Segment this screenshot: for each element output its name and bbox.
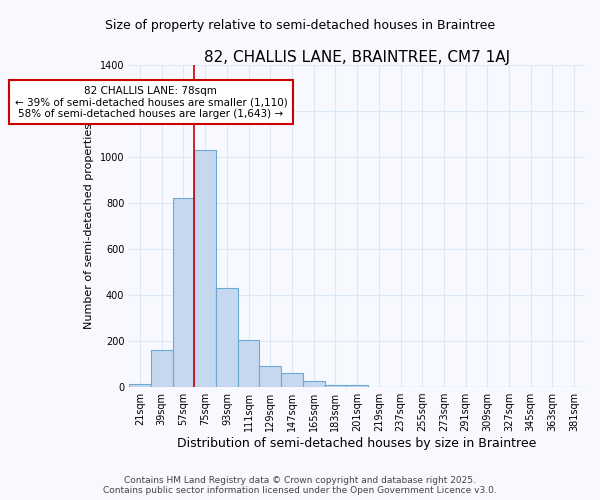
X-axis label: Distribution of semi-detached houses by size in Braintree: Distribution of semi-detached houses by … [178,437,537,450]
Bar [325,385,346,387]
Text: Contains HM Land Registry data © Crown copyright and database right 2025.
Contai: Contains HM Land Registry data © Crown c… [103,476,497,495]
Y-axis label: Number of semi-detached properties: Number of semi-detached properties [84,123,94,329]
Bar [259,366,281,387]
Title: 82, CHALLIS LANE, BRAINTREE, CM7 1AJ: 82, CHALLIS LANE, BRAINTREE, CM7 1AJ [204,50,510,65]
Text: Size of property relative to semi-detached houses in Braintree: Size of property relative to semi-detach… [105,20,495,32]
Bar [281,374,303,387]
Text: 82 CHALLIS LANE: 78sqm
← 39% of semi-detached houses are smaller (1,110)
58% of : 82 CHALLIS LANE: 78sqm ← 39% of semi-det… [14,86,287,119]
Bar [151,350,173,387]
Bar [216,288,238,387]
Bar [303,382,325,387]
Bar [194,150,216,387]
Bar [173,198,194,387]
Bar [346,385,368,387]
Bar [129,384,151,387]
Bar [238,340,259,387]
